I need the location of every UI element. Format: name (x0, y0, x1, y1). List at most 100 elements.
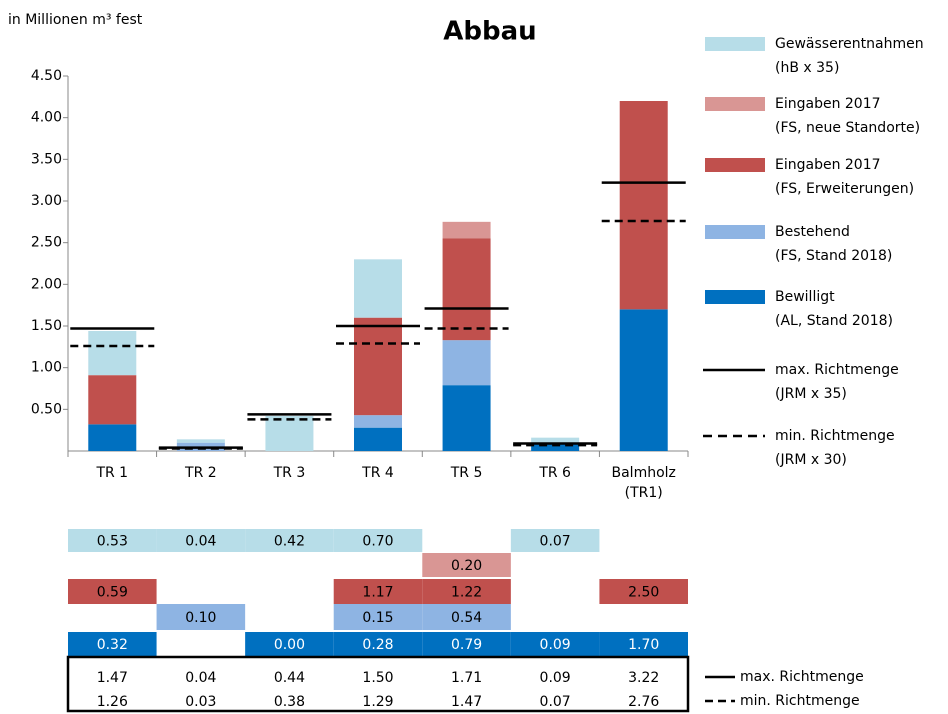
table-cell (510, 632, 600, 656)
table-value: 0.70 (362, 534, 393, 550)
bar-segment (442, 340, 491, 386)
bar-segment (88, 424, 137, 451)
table-value: 0.10 (185, 610, 216, 626)
legend-label: Gewässerentnahmen (775, 36, 924, 52)
bar-segment (354, 427, 402, 451)
legend-detail: (JRM x 35) (775, 386, 847, 402)
legend-swatch (705, 37, 765, 51)
legend-label: max. Richtmenge (775, 362, 899, 378)
legend-label: Eingaben 2017 (775, 157, 881, 173)
y-tick-label: 2.50 (31, 235, 62, 251)
table-value: 1.47 (451, 694, 482, 710)
table-cell (422, 553, 511, 577)
table-value: 0.15 (362, 610, 393, 626)
table-cell (599, 579, 688, 604)
bar-segment (265, 416, 314, 451)
table-cell (510, 529, 600, 552)
bar-segment (176, 439, 225, 443)
table-value: 1.26 (97, 694, 128, 710)
table-value: 1.22 (451, 585, 482, 601)
table-cell (68, 632, 157, 656)
y-tick-label: 3.50 (31, 151, 62, 167)
bar-segment (619, 101, 668, 310)
bar-segment (442, 385, 491, 451)
legend-detail: (FS, neue Standorte) (775, 120, 920, 136)
table-cell (245, 632, 334, 656)
table-value: 0.53 (97, 534, 128, 550)
bar-segment (442, 221, 491, 239)
x-tick-label: TR 1 (96, 465, 129, 481)
x-tick-label: TR 6 (539, 465, 571, 481)
table-value: 2.76 (628, 694, 659, 710)
legend-detail: (FS, Erweiterungen) (775, 181, 914, 197)
table-cell (156, 604, 246, 630)
table-cell (68, 579, 157, 604)
y-tick-label: 3.00 (31, 193, 62, 209)
y-tick-label: 2.00 (31, 276, 62, 292)
y-tick-label: 1.00 (31, 360, 62, 376)
y-tick-label: 4.00 (31, 110, 62, 126)
bar-segment (442, 238, 491, 341)
table-value: 0.28 (362, 637, 393, 653)
y-tick-label: 4.50 (31, 68, 62, 84)
bar-segment (354, 317, 402, 416)
table-cell (422, 604, 511, 630)
table-value: 1.70 (628, 637, 659, 653)
table-value: 1.50 (362, 670, 393, 686)
x-tick-label: TR 5 (450, 465, 483, 481)
bar-segment (619, 309, 668, 451)
table-row-label: max. Richtmenge (740, 669, 864, 685)
legend-detail: (JRM x 30) (775, 452, 847, 468)
bar-segment (354, 415, 402, 428)
table-value: 1.47 (97, 670, 128, 686)
y-tick-label: 0.50 (31, 401, 62, 417)
table-cell (599, 632, 688, 656)
table-cell (333, 632, 423, 656)
table-cell (333, 529, 423, 552)
table-value: 0.07 (540, 534, 571, 550)
table-value: 2.50 (628, 585, 659, 601)
x-tick-label: TR 4 (362, 465, 394, 481)
table-value: 0.59 (97, 585, 128, 601)
table-value: 0.32 (97, 637, 128, 653)
legend-label: Bewilligt (775, 289, 835, 305)
bar-segment (531, 443, 580, 451)
table-value: 0.07 (540, 694, 571, 710)
legend-label: min. Richtmenge (775, 428, 895, 444)
table-value: 0.20 (451, 558, 482, 574)
table-box (66, 655, 690, 713)
table-value: 3.22 (628, 670, 659, 686)
legend-label: Eingaben 2017 (775, 96, 881, 112)
legend-detail: (AL, Stand 2018) (775, 313, 893, 329)
chart-title: Abbau (443, 17, 536, 47)
table-cell (333, 579, 423, 604)
legend-label: Bestehend (775, 224, 850, 240)
table-value: 1.29 (362, 694, 393, 710)
table-row-label: min. Richtmenge (740, 693, 860, 709)
legend-swatch (705, 97, 765, 111)
table-cell (422, 579, 511, 604)
legend-swatch (705, 225, 765, 239)
legend-swatch (705, 290, 765, 304)
table-cell (422, 632, 511, 656)
x-tick-label: TR 2 (185, 465, 217, 481)
bar-segment (531, 437, 580, 444)
legend-detail: (FS, Stand 2018) (775, 248, 892, 264)
y-axis-label: in Millionen m³ fest (8, 12, 143, 28)
x-tick-label: Balmholz (TR1) (611, 465, 676, 501)
table-value: 1.17 (362, 585, 393, 601)
table-value: 0.42 (274, 534, 305, 550)
table-cell (333, 604, 423, 630)
legend-swatch (705, 158, 765, 172)
table-value: 0.00 (274, 637, 305, 653)
table-value: 0.54 (451, 610, 482, 626)
table-value: 0.09 (540, 670, 571, 686)
table-value: 1.71 (451, 670, 482, 686)
table-cell (156, 529, 246, 552)
table-value: 0.44 (274, 670, 305, 686)
bar-segment (88, 375, 137, 425)
table-value: 0.04 (185, 670, 216, 686)
legend-detail: (hB x 35) (775, 60, 839, 76)
